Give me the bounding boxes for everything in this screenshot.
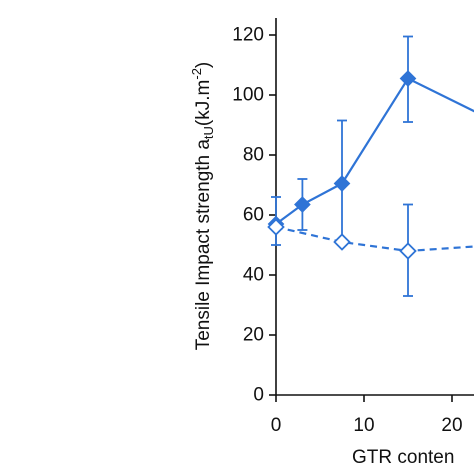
y-axis-title-unit-close: )	[193, 62, 214, 68]
y-axis-title-main: Tensile Impact strength a	[193, 139, 214, 351]
data-point-filled-diamond	[399, 70, 417, 87]
y-tick-label: 0	[253, 385, 264, 406]
data-point-filled-diamond	[294, 196, 311, 213]
data-point-open-diamond	[333, 233, 351, 251]
x-axis-title: GTR conten	[352, 447, 454, 468]
y-axis-title-unit-exponent: -2	[189, 68, 204, 80]
x-ticks: 0 10 20	[271, 395, 463, 436]
x-tick-label: 0	[271, 415, 282, 436]
y-axis-title-subscript: tU	[201, 126, 216, 139]
x-tick-label: 10	[353, 415, 374, 436]
y-axis-title-unit: (kJ.m	[193, 80, 214, 126]
series-line	[275, 225, 474, 253]
y-tick-label: 40	[243, 265, 264, 286]
y-tick-label: 80	[243, 145, 264, 166]
x-tick-label: 20	[441, 415, 462, 436]
y-ticks: 0 20 40 60 80 100 120	[232, 25, 276, 406]
y-tick-label: 100	[232, 85, 264, 106]
y-tick-label: 20	[243, 325, 264, 346]
y-axis-title: Tensile Impact strength atU(kJ.m-2)	[189, 62, 216, 351]
data-point-filled-diamond	[333, 175, 351, 192]
plot-area	[267, 35, 474, 297]
y-tick-label: 120	[232, 25, 264, 46]
y-tick-label: 60	[243, 205, 264, 226]
data-point-open-diamond	[399, 242, 417, 260]
data-point-open-diamond	[267, 218, 285, 236]
series-2	[267, 203, 474, 297]
series-1	[267, 35, 474, 246]
